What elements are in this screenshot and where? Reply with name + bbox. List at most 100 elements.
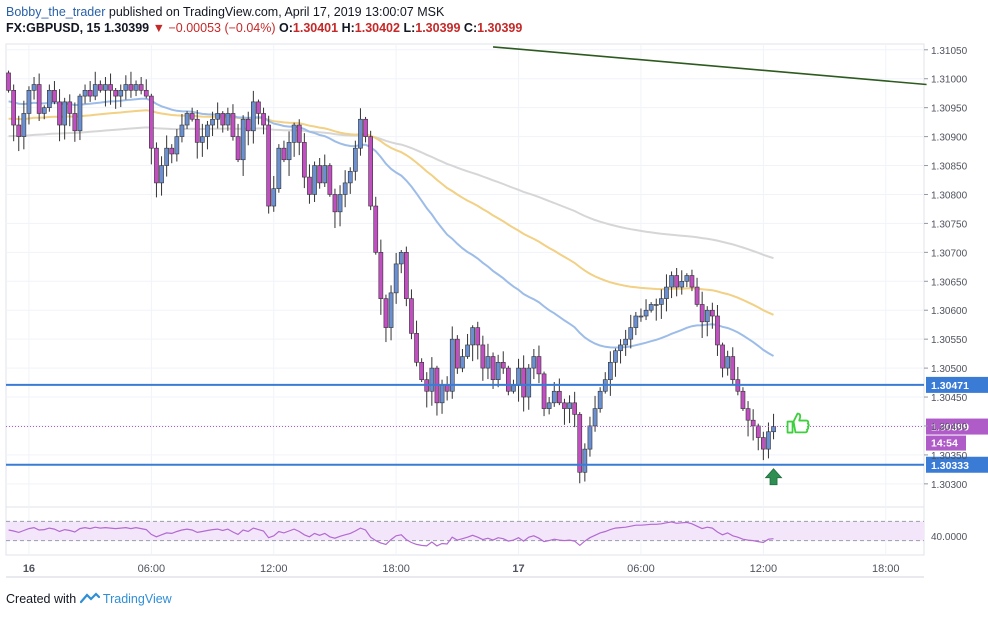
candle-bear (572, 402, 577, 415)
candle-bull (439, 385, 445, 404)
chart-header: Bobby_the_trader published on TradingVie… (6, 4, 522, 36)
time-axis[interactable]: 16 06:00 12:00 18:00 17 06:00 12:00 18:00 (23, 563, 900, 575)
rsi-level-label: 40.0000 (931, 532, 968, 543)
low-label: L: (403, 21, 416, 35)
candle-bull (582, 448, 588, 473)
candle-bear (154, 147, 159, 184)
candle-bear (419, 362, 424, 380)
candle-bear (235, 136, 241, 161)
candle-bear (444, 385, 450, 392)
candle-bear (694, 286, 700, 305)
candle-bear (220, 113, 226, 126)
time-tick-label: 18:00 (872, 563, 900, 575)
candle-bear (500, 362, 506, 369)
candle-bull (516, 367, 521, 386)
candle-bear (740, 390, 746, 409)
candle-bull (358, 118, 363, 149)
price-chart[interactable]: 1.30471 1.30333 1.30399 14:54 1.30300 1.3035… (0, 0, 988, 590)
candle-bull (771, 426, 776, 433)
candle-bull (210, 118, 215, 126)
candle-bull (429, 367, 435, 392)
candle-bull (766, 431, 771, 450)
candle-bear (409, 298, 414, 334)
candle-bull (31, 84, 37, 91)
current-price-label-bg (926, 418, 988, 435)
candle-bull (240, 118, 246, 161)
price-change: −0.00053 (−0.04%) (168, 21, 276, 35)
candle-bear (266, 124, 271, 207)
price-tick-label: 1.31050 (931, 46, 968, 57)
candle-bear (87, 90, 93, 97)
candle-bear (710, 309, 715, 317)
candle-bull (449, 338, 455, 392)
candle-bull (200, 136, 205, 143)
time-tick-label: 06:00 (627, 563, 655, 575)
candle-bull (291, 124, 297, 143)
candle-bull (648, 304, 654, 311)
candle-bear (327, 165, 333, 195)
down-arrow-icon: ▼ (152, 21, 165, 35)
candle-bull (164, 147, 169, 166)
candle-bear (730, 356, 736, 380)
price-tick-label: 1.30950 (931, 104, 968, 115)
candle-bull (465, 344, 470, 357)
candle-bull (118, 90, 124, 97)
candle-bull (669, 275, 674, 288)
main-pane-border (5, 43, 925, 508)
ema-slow-line (8, 126, 774, 260)
high-value: 1.30402 (354, 21, 400, 35)
candle-bull (312, 165, 317, 195)
candle-bear (149, 95, 154, 149)
candle-bull (133, 84, 139, 91)
candle-bull (526, 367, 532, 398)
time-tick-label: 17 (512, 563, 524, 575)
countdown-label: 14:54 (931, 438, 958, 450)
candle-bear (577, 414, 583, 473)
candle-bull (179, 124, 185, 137)
price-axis[interactable]: 1.30300 1.30350 1.30400 1.30450 1.30500 1.305… (924, 46, 968, 543)
price-tick-label: 1.30700 (931, 248, 968, 259)
candle-bear (261, 113, 266, 126)
candle-bear (307, 176, 312, 195)
close-label: C: (463, 21, 478, 35)
candle-bear (36, 84, 42, 114)
candle-bear (541, 373, 547, 409)
candle-bull (92, 84, 98, 97)
candle-bull (628, 327, 634, 340)
candle-bear (281, 147, 287, 161)
candle-bull (511, 385, 516, 392)
rsi-pane (6, 520, 924, 547)
candle-bull (215, 113, 220, 120)
author-name[interactable]: Bobby_the_trader (6, 5, 106, 19)
close-value: 1.30399 (477, 21, 523, 35)
time-tick-label: 16 (23, 563, 35, 575)
tradingview-brand[interactable]: TradingView (102, 592, 172, 606)
support-line-upper-label-bg (926, 376, 988, 393)
ema-fast-line (8, 97, 774, 357)
high-label: H: (341, 21, 355, 35)
candle-bull (393, 263, 399, 294)
tradingview-logo-icon (79, 592, 100, 604)
candle-bull (684, 275, 690, 282)
candle-bull (470, 327, 475, 346)
candle-bull (347, 171, 353, 184)
price-tick-label: 1.30500 (931, 364, 968, 375)
support-line-lower-label-bg (926, 456, 988, 473)
candle-bull (398, 252, 404, 265)
candle-bull (41, 107, 47, 114)
candle-bear (143, 90, 149, 97)
thumbs-up-icon (786, 412, 810, 434)
rsi-line (8, 521, 774, 547)
rsi-band (6, 521, 924, 541)
price-tick-label: 1.30850 (931, 162, 968, 173)
price-tick-label: 1.30350 (931, 451, 968, 462)
candle-bear (332, 194, 338, 213)
candle-bull (597, 390, 603, 409)
candle-bull (664, 286, 669, 299)
candle-bear (750, 419, 756, 427)
candle-bear (194, 118, 200, 143)
candle-bull (592, 408, 598, 427)
candle-bear (674, 275, 679, 288)
annotations (764, 412, 810, 486)
candle-bull (704, 309, 710, 323)
